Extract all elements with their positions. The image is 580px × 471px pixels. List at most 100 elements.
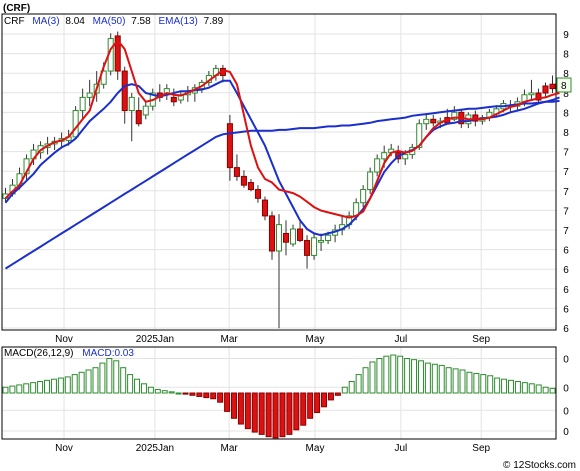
candle [360, 185, 367, 208]
macd-bar-positive [134, 378, 141, 394]
macd-bar-positive [362, 367, 369, 394]
candle [430, 114, 437, 127]
candle-body-up [72, 110, 79, 138]
macd-bar-positive [16, 384, 23, 394]
candle-body-up [318, 239, 325, 243]
macd-bar-positive [501, 378, 508, 394]
candle-body-down [254, 189, 261, 199]
candle-body-up [374, 158, 381, 173]
candle [142, 101, 149, 120]
macd-bar-negative [230, 392, 237, 419]
legend-ema-value: 7.89 [204, 16, 224, 27]
legend-ema: EMA(13) [158, 16, 197, 27]
price-y-tick: 8 [563, 128, 569, 139]
candle [233, 154, 240, 181]
price-y-tick: 8 [563, 50, 569, 61]
candle [191, 84, 198, 102]
candle-body-up [423, 118, 430, 125]
candle-body-up [367, 171, 374, 191]
candle [304, 235, 311, 269]
macd-bar-positive [397, 355, 404, 394]
macd-bar-positive [411, 359, 418, 394]
macd-bar-positive [390, 354, 397, 394]
price-y-tick: 6 [563, 324, 569, 335]
ema13-line [4, 79, 560, 237]
candle-body-down [304, 239, 311, 256]
candle [121, 66, 128, 124]
macd-bar-positive [535, 384, 542, 394]
macd-bar-positive [92, 367, 99, 394]
macd-legend: MACD(26,12,9) MACD:0.03 [4, 348, 134, 359]
macd-bar-negative [265, 392, 272, 438]
macd-bar-positive [459, 369, 466, 394]
legend-ma-short-value: 8.04 [65, 16, 85, 27]
macd-bar-positive [528, 383, 535, 394]
macd-bar-positive [154, 389, 161, 394]
macd-panel-grid [2, 347, 556, 439]
candle [332, 224, 339, 243]
candle [135, 97, 142, 127]
macd-bar-positive [487, 375, 494, 394]
ma3-line [4, 38, 560, 219]
legend-symbol: CRF [4, 16, 25, 27]
candle-body-up [528, 92, 535, 96]
macd-histogram [2, 354, 556, 439]
candle [254, 185, 261, 203]
macd-x-tick: Mar [221, 443, 239, 454]
price-y-tick: 7 [563, 206, 569, 217]
macd-bar-positive [494, 377, 501, 394]
candle-body-down [121, 70, 128, 112]
candle-body-up [275, 224, 283, 252]
macd-bar-positive [404, 358, 411, 394]
macd-bar-positive [30, 382, 37, 394]
moving-average-lines [4, 38, 560, 270]
macd-bar-positive [175, 392, 182, 395]
macd-x-tick: Sep [472, 443, 490, 454]
macd-bar-negative [327, 392, 334, 401]
last-price-tag: 8 [561, 81, 567, 92]
candle [275, 214, 283, 329]
candle-body-down [233, 167, 240, 177]
macd-bar-positive [348, 381, 355, 394]
candle [170, 88, 177, 107]
candle-body-up [325, 234, 332, 241]
candle [247, 179, 254, 192]
macd-y-axis: 0 0 0 0 [563, 355, 569, 438]
macd-bar-negative [217, 392, 224, 403]
price-y-tick: 6 [563, 285, 569, 296]
candle-body-up [416, 123, 423, 148]
macd-bar-positive [127, 374, 134, 394]
candle-body-up [290, 228, 297, 245]
legend-ma-short: MA(3) [32, 16, 59, 27]
macd-bar-positive [431, 363, 438, 394]
candle [268, 211, 276, 260]
candle [486, 108, 493, 122]
price-y-tick: 8 [563, 108, 569, 119]
candle [528, 79, 535, 101]
price-y-tick: 8 [563, 69, 569, 80]
macd-x-axis: Nov 2025Jan Mar May Jul Sep [55, 443, 490, 454]
macd-bar-positive [113, 360, 120, 394]
candle-body-up [79, 96, 86, 112]
macd-bar-negative [321, 392, 328, 408]
candle [240, 170, 247, 188]
candle [290, 224, 297, 247]
macd-x-tick: Nov [55, 443, 73, 454]
macd-bar-positive [445, 367, 452, 394]
price-x-tick: 2025Jan [136, 334, 174, 345]
price-y-tick: 7 [563, 187, 569, 198]
candle [282, 220, 290, 256]
macd-y-tick: 0 [563, 383, 569, 394]
macd-bar-negative [286, 392, 293, 435]
macd-bar-positive [452, 368, 459, 394]
macd-bar-negative [244, 392, 251, 430]
candle-body-down [282, 232, 290, 243]
macd-bar-positive [50, 378, 57, 394]
candle [311, 233, 318, 260]
macd-value-label: MACD:0.03 [82, 348, 134, 359]
price-x-axis: Nov 2025Jan Mar May Jul Sep [55, 334, 490, 345]
macd-bar-positive [549, 387, 556, 394]
candle-body-down [268, 215, 276, 252]
